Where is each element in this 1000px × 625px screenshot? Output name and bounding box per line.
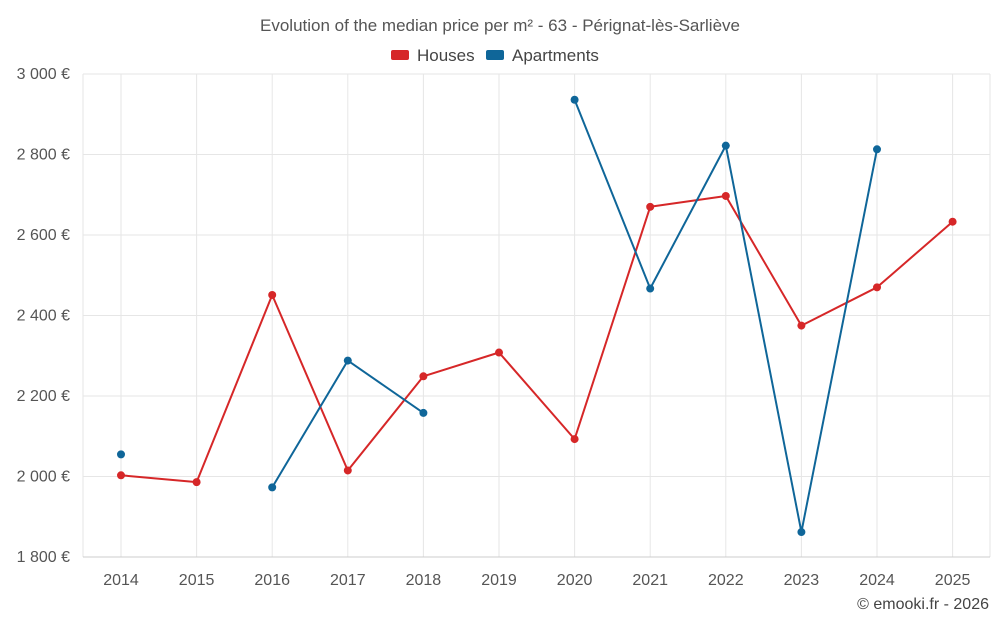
series-line-houses xyxy=(120,195,954,484)
x-tick-label: 2021 xyxy=(632,572,668,589)
legend-label: Apartments xyxy=(512,46,599,65)
y-tick-label: 2 400 € xyxy=(17,308,70,325)
x-tick-label: 2018 xyxy=(406,572,442,589)
data-point-apartments[interactable] xyxy=(419,408,428,417)
data-point-houses[interactable] xyxy=(192,478,201,487)
y-tick-label: 2 800 € xyxy=(17,147,70,164)
grid xyxy=(82,73,991,557)
data-point-houses[interactable] xyxy=(419,372,428,381)
x-tick-label: 2014 xyxy=(103,572,139,589)
x-tick-label: 2023 xyxy=(784,572,820,589)
y-tick-label: 2 200 € xyxy=(17,388,70,405)
x-tick-label: 2024 xyxy=(859,572,895,589)
data-point-houses[interactable] xyxy=(873,283,881,292)
y-tick-label: 3 000 € xyxy=(17,66,70,83)
data-point-apartments[interactable] xyxy=(797,528,806,537)
x-tick-label: 2016 xyxy=(254,572,290,589)
axes: 1 800 € 2 000 € 2 200 € 2 400 € 2 600 € 2 800… xyxy=(17,66,990,589)
x-tick-label: 2015 xyxy=(179,572,215,589)
legend-swatch xyxy=(391,50,409,60)
data-point-houses[interactable] xyxy=(721,191,730,200)
data-point-houses[interactable] xyxy=(646,202,655,211)
data-point-apartments[interactable] xyxy=(721,141,730,150)
series-layer xyxy=(117,95,957,537)
y-tick-label: 2 600 € xyxy=(17,227,70,244)
data-point-apartments[interactable] xyxy=(268,483,277,492)
legend[interactable]: Houses Apartments xyxy=(391,46,599,65)
data-point-houses[interactable] xyxy=(117,471,125,480)
data-point-apartments[interactable] xyxy=(343,356,352,365)
data-point-apartments[interactable] xyxy=(570,95,579,104)
credit-text: © emooki.fr - 2026 xyxy=(857,596,989,613)
legend-item-houses[interactable]: Houses xyxy=(391,46,475,65)
x-tick-label: 2022 xyxy=(708,572,744,589)
y-tick-label: 2 000 € xyxy=(17,469,70,486)
data-point-houses[interactable] xyxy=(797,321,806,330)
data-point-houses[interactable] xyxy=(570,435,579,444)
chart-title: Evolution of the median price per m² - 6… xyxy=(260,16,740,35)
data-point-apartments[interactable] xyxy=(873,145,881,154)
data-point-houses[interactable] xyxy=(495,348,503,357)
x-tick-label: 2019 xyxy=(481,572,517,589)
legend-item-apartments[interactable]: Apartments xyxy=(486,46,599,65)
data-point-apartments[interactable] xyxy=(646,284,655,293)
data-point-houses[interactable] xyxy=(343,466,352,475)
data-point-houses[interactable] xyxy=(268,290,277,299)
data-point-apartments[interactable] xyxy=(117,450,125,459)
legend-swatch xyxy=(486,50,504,60)
x-tick-label: 2017 xyxy=(330,572,366,589)
data-point-houses[interactable] xyxy=(948,217,957,226)
x-tick-label: 2025 xyxy=(935,572,971,589)
y-tick-label: 1 800 € xyxy=(17,549,70,566)
x-tick-label: 2020 xyxy=(557,572,593,589)
legend-label: Houses xyxy=(417,46,475,65)
